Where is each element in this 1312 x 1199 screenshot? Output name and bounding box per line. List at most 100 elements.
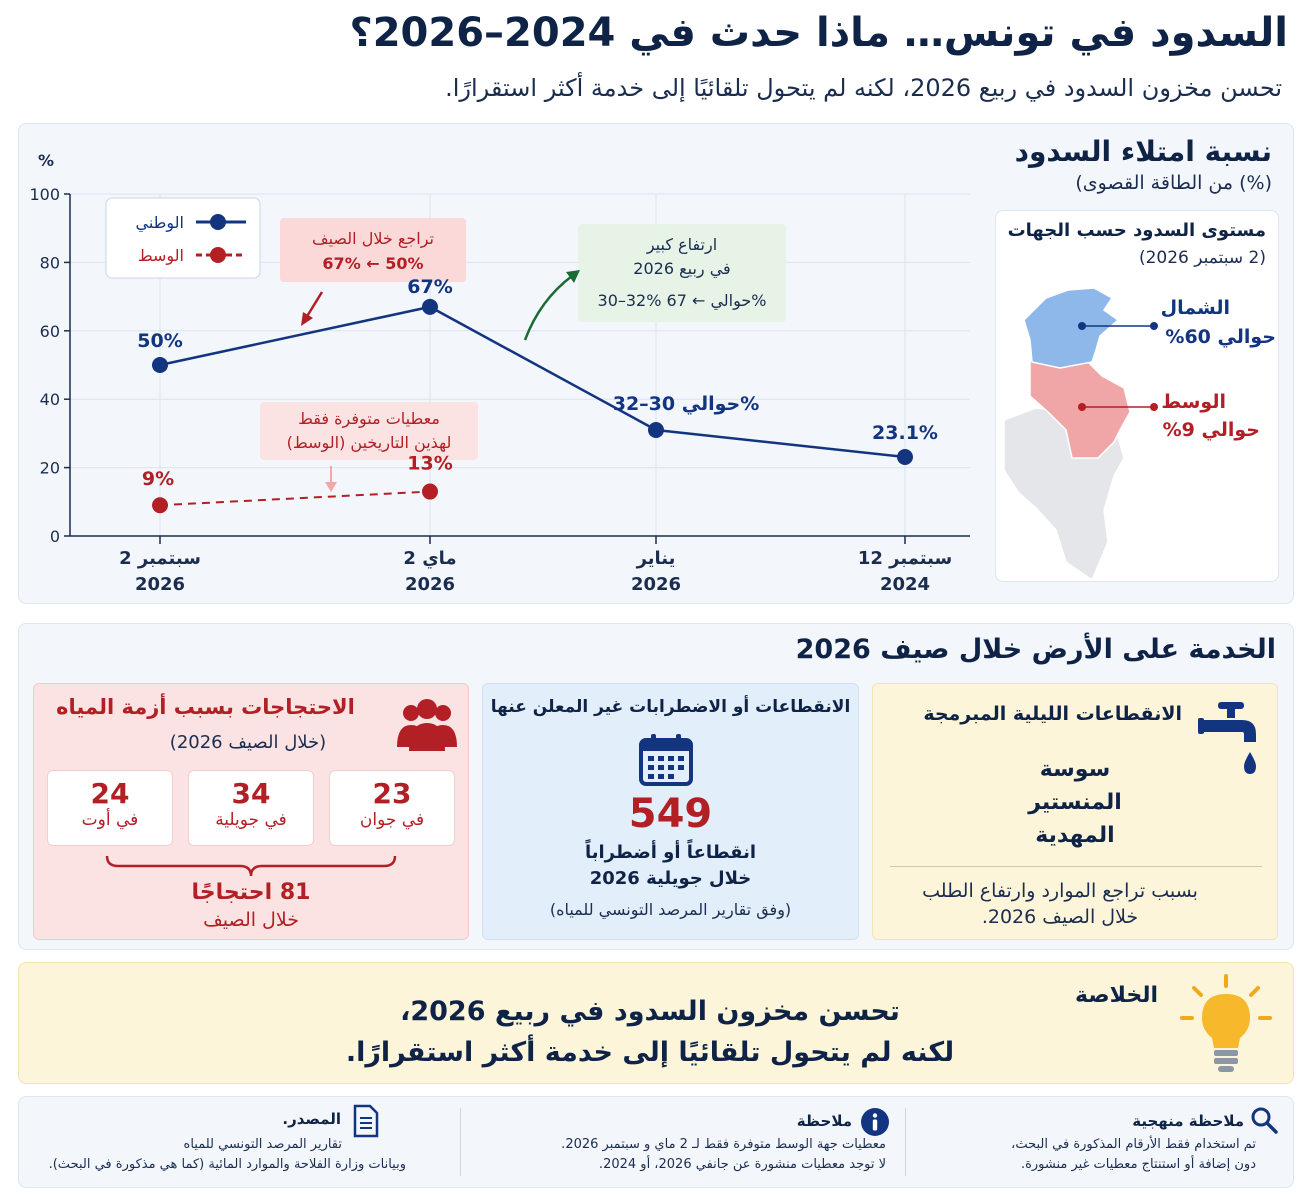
y-tick-label: 20 bbox=[40, 459, 60, 478]
tunisia-map bbox=[1003, 287, 1158, 580]
conclusion-label: الخلاصة bbox=[1075, 983, 1158, 1008]
conclusion-line2: لكنه لم يتحول تلقائيًا إلى خدمة أكثر است… bbox=[345, 1037, 955, 1068]
series-0-data-label: 23.1% bbox=[872, 422, 938, 444]
footer-source-line1: تقارير المرصد التونسي للمياه bbox=[183, 1137, 342, 1152]
y-tick-label: 100 bbox=[29, 185, 60, 204]
annotation-summer-drop-line2: 67% ← 50% bbox=[322, 254, 423, 273]
annotation-summer-drop-line1: تراجع خلال الصيف bbox=[312, 229, 434, 249]
legend-marker-center bbox=[210, 247, 226, 263]
series-0-point bbox=[152, 357, 168, 373]
calendar-icon bbox=[639, 734, 693, 786]
page-subtitle: تحسن مخزون السدود في ربيع 2026، لكنه لم … bbox=[445, 74, 1282, 102]
annotation-spring-rise: ارتفاع كبير في ربيع 2026 30–32% حوالي ← … bbox=[523, 224, 786, 341]
people-group-icon bbox=[397, 699, 457, 751]
y-axis: 0 20 40 60 80 100 bbox=[29, 185, 71, 546]
footer-panel bbox=[18, 1096, 1294, 1188]
annotation-spring-rise-line3: 30–32% حوالي ← 67% bbox=[598, 291, 767, 311]
protest-month-card: 34 في جويلية bbox=[188, 770, 314, 846]
x-axis: 2 سبتمبر 2026 2 ماي 2026 يناير 2026 12 سبتمبر 2… bbox=[70, 535, 970, 595]
series-0-data-label: 50% bbox=[137, 330, 182, 352]
x-tick-label: يناير bbox=[636, 548, 676, 569]
outages-title: الانقطاعات أو الاضطرابات غير المعلن عنها bbox=[490, 697, 851, 717]
regions-map-title: مستوى السدود حسب الجهات bbox=[1007, 220, 1266, 241]
protest-month-card: 24 في أوت bbox=[47, 770, 173, 846]
footer-note-title: ملاحظة bbox=[796, 1112, 852, 1130]
protests-subtitle: (خلال الصيف 2026) bbox=[169, 732, 327, 753]
map-center-value: حوالي 9% bbox=[1162, 419, 1260, 441]
annotation-center-note-line1: معطيات متوفرة فقط bbox=[298, 409, 440, 429]
x-tick-label: 2 سبتمبر bbox=[119, 548, 201, 569]
footer-note-line2: لا توجد معطيات منشورة عن جانفي 2026، أو … bbox=[598, 1157, 886, 1172]
protest-month-label: في أوت bbox=[81, 810, 139, 830]
protest-month-label: في جوان bbox=[359, 810, 425, 830]
legend-marker-national bbox=[210, 214, 226, 230]
series-line-1 bbox=[159, 490, 431, 507]
protests-total: 81 احتجاجًا bbox=[191, 880, 311, 905]
x-tick-label-year: 2024 bbox=[880, 574, 930, 595]
map-center-name: الوسط bbox=[1161, 391, 1226, 413]
fill-panel-subtitle: (%) من الطاقة القصوى) bbox=[1075, 172, 1272, 194]
map-north-region bbox=[1023, 287, 1120, 369]
footer-divider bbox=[460, 1108, 461, 1176]
chart-series bbox=[152, 298, 913, 514]
protest-month-value: 23 bbox=[372, 777, 412, 810]
x-tick-label-year: 2026 bbox=[405, 574, 455, 595]
y-tick-label: 40 bbox=[40, 390, 60, 409]
series-1-point bbox=[152, 497, 168, 514]
magnifier-icon bbox=[1251, 1107, 1278, 1134]
y-tick-label: 80 bbox=[40, 253, 60, 272]
legend-label-national: الوطني bbox=[136, 213, 184, 233]
footer-source-line2: وبيانات وزارة الفلاحة والموارد المائية (… bbox=[48, 1157, 406, 1172]
protest-month-value: 34 bbox=[231, 777, 271, 810]
service-panel-title: الخدمة على الأرض خلال صيف 2026 bbox=[795, 634, 1276, 665]
page-title: السدود في تونس… ماذا حدث في 2024–2026؟ bbox=[349, 10, 1288, 56]
annotation-spring-rise-line1: ارتفاع كبير bbox=[646, 235, 717, 255]
protests-total-subtitle: خلال الصيف bbox=[203, 909, 299, 931]
series-1-data-label: 13% bbox=[407, 453, 452, 475]
legend-label-center: الوسط bbox=[138, 246, 184, 266]
protest-month-card: 23 في جوان bbox=[329, 770, 455, 846]
series-0-point bbox=[422, 298, 438, 315]
annotation-center-note: معطيات متوفرة فقط لهذين التاريخين (الوسط… bbox=[260, 402, 478, 492]
footer-note-line1: معطيات جهة الوسط متوفرة فقط لـ 2 ماي و س… bbox=[561, 1137, 886, 1152]
footer-source-title: المصدر. bbox=[282, 1110, 341, 1128]
fill-panel-title: نسبة امتلاء السدود bbox=[1014, 135, 1272, 168]
x-tick-label: 2 ماي bbox=[403, 548, 456, 569]
night-cuts-divider bbox=[890, 866, 1262, 867]
chart-legend: الوطني الوسط bbox=[105, 197, 261, 279]
protest-month-label: في جويلية bbox=[215, 810, 287, 830]
footer-divider bbox=[905, 1108, 906, 1176]
map-north-name: الشمال bbox=[1160, 297, 1230, 319]
info-icon bbox=[861, 1108, 889, 1136]
annotation-summer-drop: تراجع خلال الصيف 67% ← 50% bbox=[280, 218, 466, 326]
series-1-point bbox=[422, 483, 438, 500]
series-0-point bbox=[897, 448, 913, 465]
night-cuts-city: المنستير bbox=[1028, 790, 1122, 815]
series-0-data-label: حوالي 30–32% bbox=[613, 393, 760, 415]
night-cuts-city: المهدية bbox=[1035, 823, 1115, 848]
lightbulb-icon bbox=[1180, 974, 1272, 1072]
footer-method-line2: دون إضافة أو استنتاج معطيات غير منشورة. bbox=[1020, 1157, 1256, 1172]
y-tick-label: 0 bbox=[50, 527, 60, 546]
protests-brace bbox=[105, 855, 397, 877]
outages-period: خلال جويلية 2026 bbox=[589, 868, 752, 889]
series-0-point bbox=[648, 421, 664, 438]
protests-title: الاحتجاجات بسبب أزمة المياه bbox=[56, 695, 355, 719]
regions-map-subtitle: (2 سبتمبر 2026) bbox=[1138, 248, 1266, 268]
night-cuts-reason: بسبب تراجع الموارد وارتفاع الطلب bbox=[922, 880, 1198, 902]
outages-label: انقطاعاً أو أضطراباً bbox=[584, 842, 757, 863]
footer-method-title: ملاحظة منهجية bbox=[1132, 1112, 1244, 1130]
x-tick-label-year: 2026 bbox=[135, 574, 185, 595]
night-cuts-title: الانقطاعات الليلية المبرمجة bbox=[923, 703, 1182, 725]
outages-card bbox=[482, 683, 859, 940]
annotation-spring-rise-line2: في ربيع 2026 bbox=[633, 259, 730, 279]
conclusion-panel bbox=[18, 962, 1294, 1084]
protest-month-value: 24 bbox=[90, 777, 130, 810]
series-line-0 bbox=[159, 305, 906, 459]
annotation-center-note-line2: لهذين التاريخين (الوسط) bbox=[287, 433, 452, 453]
x-tick-label: 12 سبتمبر bbox=[858, 548, 952, 569]
x-tick-label-year: 2026 bbox=[631, 574, 681, 595]
outages-count: 549 bbox=[628, 791, 713, 837]
map-north-value: حوالي 60% bbox=[1165, 326, 1276, 348]
